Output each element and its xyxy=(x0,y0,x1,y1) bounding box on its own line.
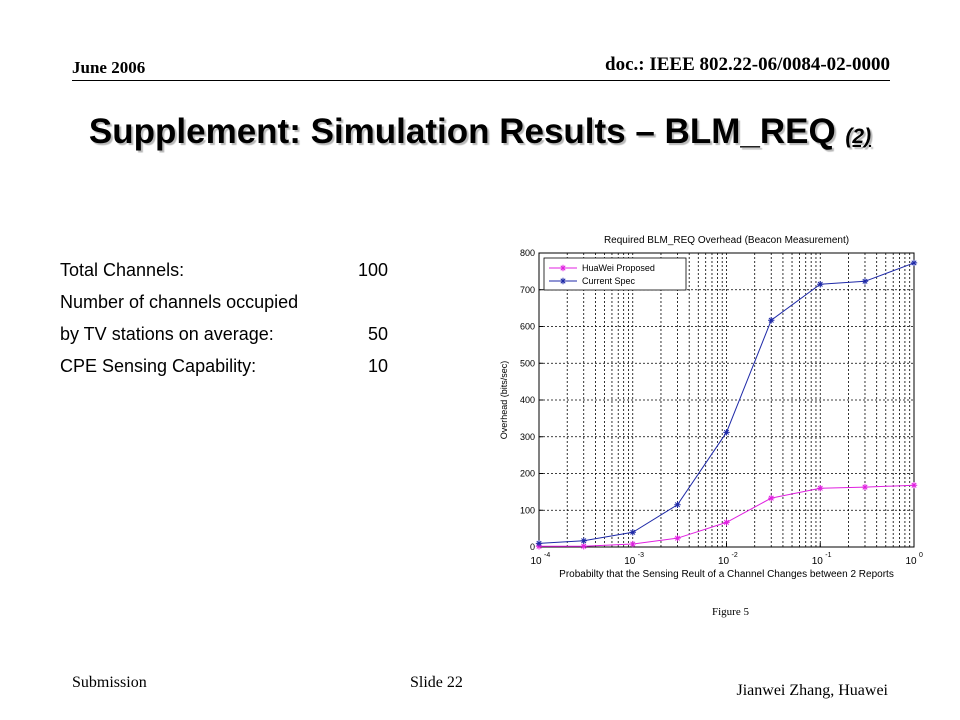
overhead-chart: 0 100 200 300 400 500 600 700 800 10 -4 10 -3 10 -2 10-… xyxy=(480,222,930,594)
y-tick-label: 800 xyxy=(520,248,535,258)
series-1-point xyxy=(580,543,587,550)
footer-slide-number: Slide 22 xyxy=(410,674,463,691)
x-tick-label: 10 xyxy=(530,556,542,567)
param-value: 50 xyxy=(367,324,388,344)
y-tick-label: 100 xyxy=(520,505,535,515)
x-tick-label: 10 xyxy=(905,556,917,567)
series-1-point xyxy=(768,494,775,502)
series-2-point xyxy=(535,540,543,547)
param-row: Number of channels occupied xyxy=(60,290,400,322)
series-2-point xyxy=(910,259,918,267)
series-1-point xyxy=(910,482,918,489)
series-1-point xyxy=(674,534,681,542)
x-axis-label: Probabilty that the Sensing Reult of a C… xyxy=(559,569,894,580)
header-rule xyxy=(72,80,890,81)
slide-title-sub: (2) xyxy=(845,125,872,148)
y-tick-label: 300 xyxy=(520,432,535,442)
param-row: Total Channels: 100 xyxy=(60,258,400,290)
param-label: by TV stations on average: xyxy=(60,324,274,344)
series-2-point xyxy=(629,529,636,536)
param-label: Total Channels: xyxy=(60,260,185,280)
param-row: CPE Sensing Capability: 10 xyxy=(60,354,400,386)
series-2-point xyxy=(674,501,681,508)
x-tick-label: 10 xyxy=(812,556,824,567)
x-tick-exponent: -1 xyxy=(825,552,831,559)
slide-title: Supplement: Simulation Results – BLM_REQ… xyxy=(0,112,960,152)
legend-marker-2 xyxy=(559,277,567,285)
y-tick-label: 200 xyxy=(520,469,535,479)
series-2-point xyxy=(817,281,824,288)
series-2-point xyxy=(768,317,775,324)
legend-entry-2: Current Spec xyxy=(582,276,636,286)
param-value: 100 xyxy=(357,260,388,280)
y-tick-label: 500 xyxy=(520,358,535,368)
y-tick-label: 700 xyxy=(520,285,535,295)
overhead-chart-svg: 010020030040050060070080010-410-310-210-… xyxy=(499,235,923,580)
param-label: CPE Sensing Capability: xyxy=(60,356,257,376)
series-1-point xyxy=(861,483,869,491)
legend-marker-1 xyxy=(559,264,567,272)
param-label: Number of channels occupied xyxy=(60,292,299,312)
y-tick-label: 400 xyxy=(520,395,535,405)
x-tick-label: 10 xyxy=(624,556,636,567)
series-2-point xyxy=(580,537,587,544)
param-row: by TV stations on average: 50 xyxy=(60,322,400,354)
series-2-point xyxy=(723,429,730,436)
x-tick-label: 10 xyxy=(718,556,730,567)
y-tick-label: 0 xyxy=(530,542,535,552)
x-tick-exponent: -3 xyxy=(638,552,644,559)
series-2-point xyxy=(861,278,869,285)
param-value: 10 xyxy=(367,356,388,376)
x-tick-exponent: -4 xyxy=(544,552,550,559)
footer-submission: Submission xyxy=(72,674,147,691)
slide-title-main: Supplement: Simulation Results – BLM_REQ xyxy=(88,112,846,151)
figure-caption: Figure 5 xyxy=(712,606,749,618)
y-tick-label: 600 xyxy=(520,322,535,332)
header-doc-id: doc.: IEEE 802.22-06/0084-02-0000 xyxy=(605,54,890,75)
x-tick-exponent: 0 xyxy=(919,552,923,559)
series-1-point xyxy=(723,519,730,526)
series-1-point xyxy=(817,485,824,492)
legend-box xyxy=(543,257,687,291)
x-tick-exponent: -2 xyxy=(732,552,738,559)
series-1-point xyxy=(629,540,636,548)
y-axis-label: Overhead (bits/sec) xyxy=(499,361,509,440)
header-date: June 2006 xyxy=(72,58,146,77)
footer-author: Jianwei Zhang, Huawei xyxy=(736,682,888,699)
legend-entry-1: HuaWei Proposed xyxy=(582,263,655,273)
chart-title: Required BLM_REQ Overhead (Beacon Measur… xyxy=(604,235,849,246)
parameter-list: Total Channels: 100 Number of channels o… xyxy=(60,258,400,386)
